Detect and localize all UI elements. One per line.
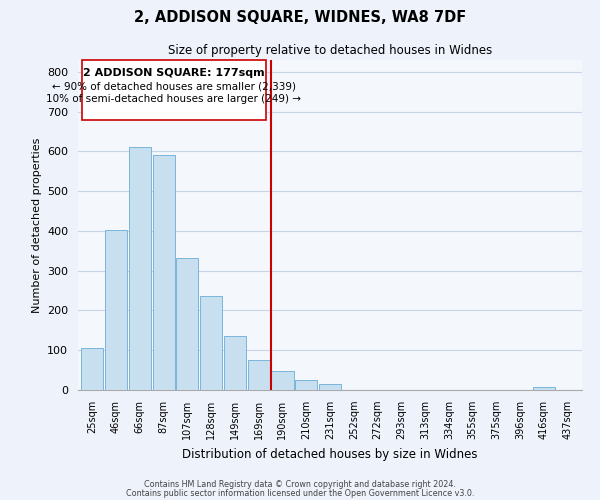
Text: Contains public sector information licensed under the Open Government Licence v3: Contains public sector information licen… bbox=[126, 488, 474, 498]
Bar bbox=[271, 370, 293, 390]
Text: 10% of semi-detached houses are larger (249) →: 10% of semi-detached houses are larger (… bbox=[46, 94, 301, 104]
Bar bbox=[200, 296, 222, 390]
Text: 2 ADDISON SQUARE: 177sqm: 2 ADDISON SQUARE: 177sqm bbox=[83, 68, 265, 78]
Title: Size of property relative to detached houses in Widnes: Size of property relative to detached ho… bbox=[168, 44, 492, 58]
Bar bbox=[176, 258, 199, 390]
Bar bbox=[319, 384, 341, 390]
Text: 2, ADDISON SQUARE, WIDNES, WA8 7DF: 2, ADDISON SQUARE, WIDNES, WA8 7DF bbox=[134, 10, 466, 25]
Bar bbox=[533, 387, 555, 390]
Bar bbox=[295, 380, 317, 390]
X-axis label: Distribution of detached houses by size in Widnes: Distribution of detached houses by size … bbox=[182, 448, 478, 460]
Bar bbox=[105, 230, 127, 390]
Bar bbox=[224, 336, 246, 390]
FancyBboxPatch shape bbox=[82, 60, 266, 120]
Text: ← 90% of detached houses are smaller (2,339): ← 90% of detached houses are smaller (2,… bbox=[52, 82, 296, 92]
Y-axis label: Number of detached properties: Number of detached properties bbox=[32, 138, 41, 312]
Text: Contains HM Land Registry data © Crown copyright and database right 2024.: Contains HM Land Registry data © Crown c… bbox=[144, 480, 456, 489]
Bar bbox=[248, 360, 270, 390]
Bar bbox=[152, 156, 175, 390]
Bar bbox=[81, 348, 103, 390]
Bar bbox=[129, 147, 151, 390]
